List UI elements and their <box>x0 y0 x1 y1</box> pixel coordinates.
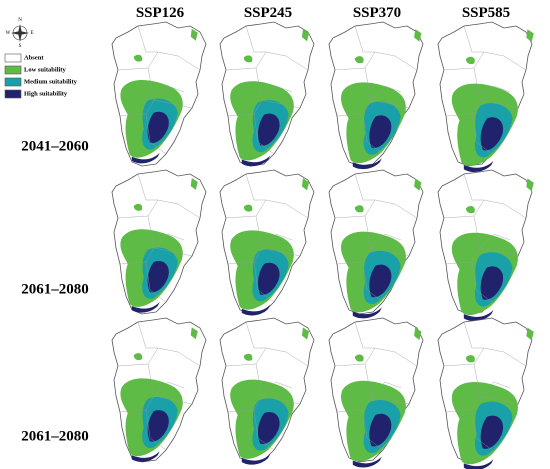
compass-e: E <box>30 31 33 36</box>
column-header: SSP585 <box>462 5 510 21</box>
map-panel <box>437 21 534 172</box>
map-panel <box>111 169 207 315</box>
map-panel <box>437 317 534 469</box>
legend-label: Medium suitability <box>24 78 78 85</box>
compass-s: S <box>19 44 22 49</box>
legend-swatch <box>4 53 22 63</box>
map-panel <box>437 169 534 322</box>
compass-star <box>11 24 29 42</box>
map-panel <box>219 21 315 167</box>
row-label: 2041–2060 <box>21 138 89 154</box>
map-panel <box>328 317 424 468</box>
legend-swatch <box>4 77 22 87</box>
compass-n: N <box>18 18 22 23</box>
map-panel <box>328 21 424 170</box>
map-panel <box>219 317 315 465</box>
row-label: 2061–2080 <box>21 281 89 297</box>
map-panel <box>219 169 315 316</box>
compass-w: W <box>6 31 11 36</box>
legend: Absent Low suitability Medium suitability H… <box>4 53 78 99</box>
column-header: SSP370 <box>353 5 401 21</box>
legend-swatch <box>4 89 22 99</box>
column-header: SSP245 <box>244 5 292 21</box>
column-header: SSP126 <box>136 5 185 21</box>
row-label: 2061–2080 <box>21 428 89 444</box>
legend-label: High suitability <box>24 90 68 97</box>
map-panel <box>111 21 207 167</box>
map-grid: SSP126 SSP245 SSP370 SSP585 2041–2060 2061–20… <box>21 5 534 469</box>
map-panel <box>328 169 424 319</box>
legend-label: Absent <box>24 54 44 61</box>
legend-swatch <box>4 65 22 75</box>
map-panel <box>111 317 207 463</box>
legend-label: Low suitability <box>24 66 66 73</box>
compass: N S E W <box>6 18 34 49</box>
